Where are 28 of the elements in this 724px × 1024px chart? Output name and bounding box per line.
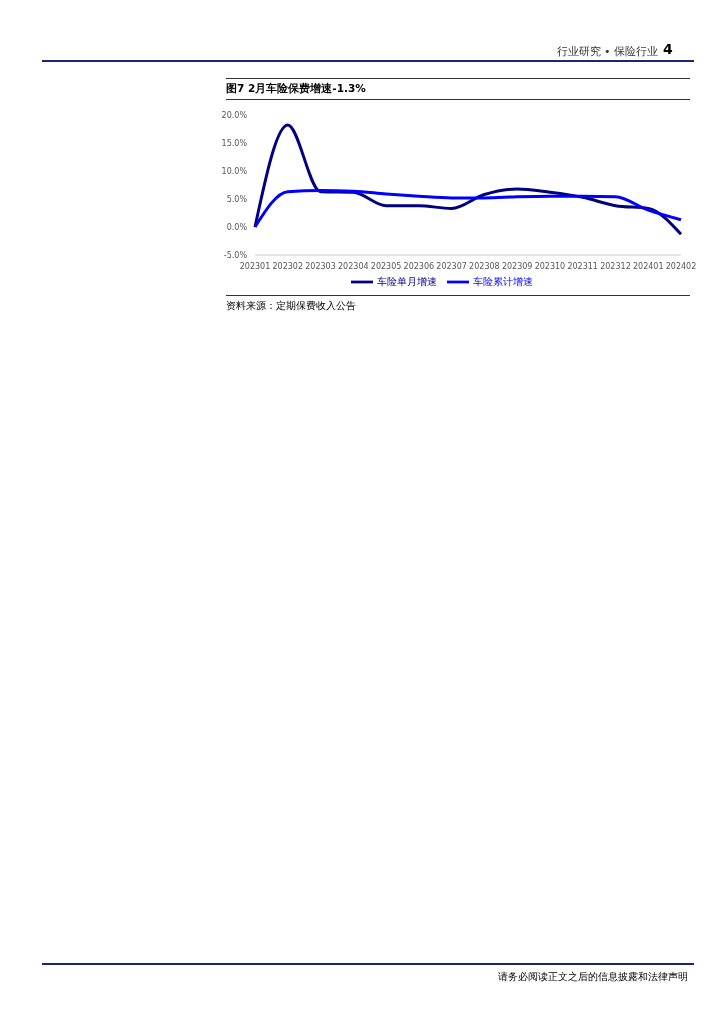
x-tick-label: 202402 (665, 261, 697, 271)
text: 请务必阅读正文之后的信息披露和法律声明 (497, 970, 688, 984)
line-series (253, 189, 683, 229)
x-tick-label: 202401 (632, 261, 664, 271)
text: 4 (663, 41, 673, 57)
y-tick-label: 20.0% (221, 110, 248, 120)
x-tick-label: 202306 (403, 261, 435, 271)
y-tick-label: 5.0% (226, 194, 248, 204)
x-tick-label: 202308 (469, 261, 500, 271)
y-tick-label: 0.0% (226, 222, 248, 232)
text: 资料来源：定期保费收入公告 (226, 295, 690, 313)
legend-label: 车险单月增速 (377, 276, 437, 287)
x-tick-label: 202309 (501, 261, 533, 271)
text: 行业研究 • 保险行业 (555, 44, 658, 59)
x-tick-label: 202310 (534, 261, 566, 271)
y-tick-label: 10.0% (221, 166, 248, 176)
x-tick-label: 202301 (239, 261, 271, 271)
y-tick-label: -5.0% (223, 250, 248, 260)
chart-title: 图7 2月车险保费增速-1.3% (226, 78, 690, 100)
x-tick-label: 202307 (436, 261, 467, 271)
x-tick-label: 202312 (600, 261, 631, 271)
legend-label: 车险累计增速 (473, 276, 533, 287)
y-tick-label: 15.0% (221, 138, 248, 148)
x-tick-label: 202311 (567, 261, 598, 271)
x-tick-label: 202302 (272, 261, 304, 271)
x-tick-label: 202303 (305, 261, 336, 271)
x-tick-label: 202305 (370, 261, 402, 271)
x-tick-label: 202304 (338, 261, 369, 271)
